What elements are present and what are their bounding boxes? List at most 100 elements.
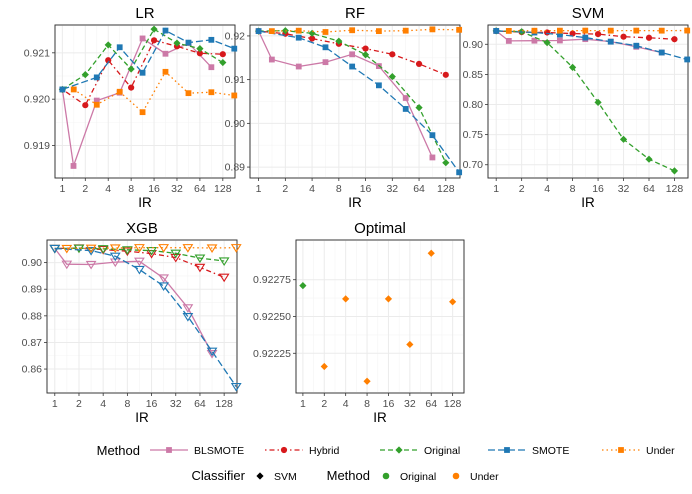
y-tick-label: 0.90 xyxy=(22,257,43,269)
point-smote-3 xyxy=(582,34,589,41)
point-smote-7 xyxy=(456,169,463,176)
point-hybrid-5 xyxy=(389,51,396,58)
x-axis-label: IR xyxy=(581,195,595,210)
point-original-7 xyxy=(670,167,679,175)
point-original-6 xyxy=(415,104,423,112)
point-original-6 xyxy=(196,45,204,53)
panel-svm: 1 2 4 8 16 32 64 128 0.70 0.75 0.80 0.85 0.90 SVM IR xyxy=(463,5,691,210)
point-under-2 xyxy=(556,27,563,34)
series-smote xyxy=(49,244,242,392)
point-blsmote-6 xyxy=(182,304,194,313)
y-tick-label: 0.91 xyxy=(225,74,246,86)
point-blsmote-7 xyxy=(429,154,436,161)
panel-background xyxy=(54,24,236,179)
point-under-5 xyxy=(402,27,409,34)
x-tick-label: 2 xyxy=(282,183,288,195)
point-smote-2 xyxy=(109,252,121,262)
point-smote-3 xyxy=(139,69,146,76)
x-tick-label: 64 xyxy=(194,183,206,195)
point-original-5 xyxy=(173,39,181,47)
series-line-under xyxy=(66,247,237,250)
y-tick-label: 0.92250 xyxy=(253,311,291,323)
x-tick-label: 4 xyxy=(309,183,315,195)
point-under-4 xyxy=(158,244,170,253)
point-under-5 xyxy=(182,244,194,253)
series-under xyxy=(61,244,242,254)
series-under xyxy=(70,68,238,116)
point-hybrid-6 xyxy=(415,60,423,68)
point-hybrid-4 xyxy=(362,45,369,52)
legend: Method BLSMOTE Hybrid Original SMOTE Under Cla… xyxy=(97,443,675,483)
point-under-4 xyxy=(375,28,382,35)
x-tick-label: 2 xyxy=(76,398,82,410)
legend-label: Under xyxy=(646,445,675,457)
point-smote-2 xyxy=(322,44,329,51)
x-tick-label: 1 xyxy=(59,183,65,195)
x-tick-label: 16 xyxy=(360,183,372,195)
point-under-6 xyxy=(429,26,436,33)
x-axis-label: IR xyxy=(373,410,387,425)
point-under-0 xyxy=(320,362,328,371)
y-tick-label: 0.89 xyxy=(22,284,43,296)
legend-label: SMOTE xyxy=(532,445,569,457)
point-under-6 xyxy=(658,27,665,34)
x-tick-label: 1 xyxy=(300,398,306,410)
legend-label: Original xyxy=(424,445,460,457)
series-line-original xyxy=(258,30,447,163)
point-under-6 xyxy=(208,89,215,96)
point-hybrid-3 xyxy=(128,84,135,91)
point-original-6 xyxy=(194,254,206,264)
point-legend-0 xyxy=(618,447,624,453)
x-tick-label: 128 xyxy=(214,183,232,195)
point-under-7 xyxy=(456,26,463,33)
legend-item2-original: Original xyxy=(382,471,436,483)
series-under xyxy=(268,26,463,35)
x-tick-label: 4 xyxy=(343,398,349,410)
point-under-1 xyxy=(531,27,538,34)
point-hybrid-7 xyxy=(442,71,449,78)
panel-xgb: 1 2 4 8 16 32 64 128 0.86 0.87 0.88 0.89 0.90 XGB IR xyxy=(22,220,242,425)
point-hybrid-6 xyxy=(194,263,206,273)
y-tick-label: 0.90 xyxy=(225,118,246,130)
x-tick-label: 1 xyxy=(256,183,262,195)
point-under-0 xyxy=(61,244,73,254)
point-under-3 xyxy=(349,27,356,34)
point-under-1 xyxy=(93,101,100,108)
series-line-blsmote xyxy=(54,248,213,354)
point-hybrid-6 xyxy=(645,34,653,41)
point-original-1 xyxy=(81,71,89,79)
point-smote-7 xyxy=(230,382,242,392)
panel-title: RF xyxy=(345,5,365,22)
point-smote-2 xyxy=(116,44,123,51)
panel-rf: 1 2 4 8 16 32 64 128 0.89 0.90 0.91 0.92 RF IR xyxy=(225,5,463,210)
point-hybrid-4 xyxy=(594,30,602,38)
legend-label: SVM xyxy=(274,471,297,483)
point-blsmote-2 xyxy=(85,260,97,270)
x-tick-label: 8 xyxy=(128,183,134,195)
point-under-3 xyxy=(384,295,393,303)
point-under-0 xyxy=(70,86,77,93)
series-original xyxy=(492,27,679,175)
x-tick-label: 4 xyxy=(100,398,106,410)
point-legend-0 xyxy=(395,446,403,454)
panel-title: XGB xyxy=(126,220,158,237)
point-smote-5 xyxy=(185,39,192,46)
point-legend-0 xyxy=(280,446,288,454)
y-tick-label: 0.75 xyxy=(463,129,484,141)
x-tick-label: 32 xyxy=(618,183,630,195)
point-hybrid-7 xyxy=(219,51,226,58)
point-under-2 xyxy=(116,88,123,95)
legend-method-title: Method xyxy=(97,443,140,458)
point-original-3 xyxy=(121,246,133,255)
panel-border xyxy=(46,239,238,394)
panel-background xyxy=(487,24,689,179)
point-under-1 xyxy=(342,295,350,303)
legend-item-hybrid: Hybrid xyxy=(265,445,340,457)
point-under-1 xyxy=(295,27,302,34)
panel-border xyxy=(295,239,465,394)
point-smote-0 xyxy=(493,28,500,34)
point-blsmote-2 xyxy=(93,97,100,104)
series-smote xyxy=(255,28,463,176)
point-smote-4 xyxy=(607,38,614,45)
